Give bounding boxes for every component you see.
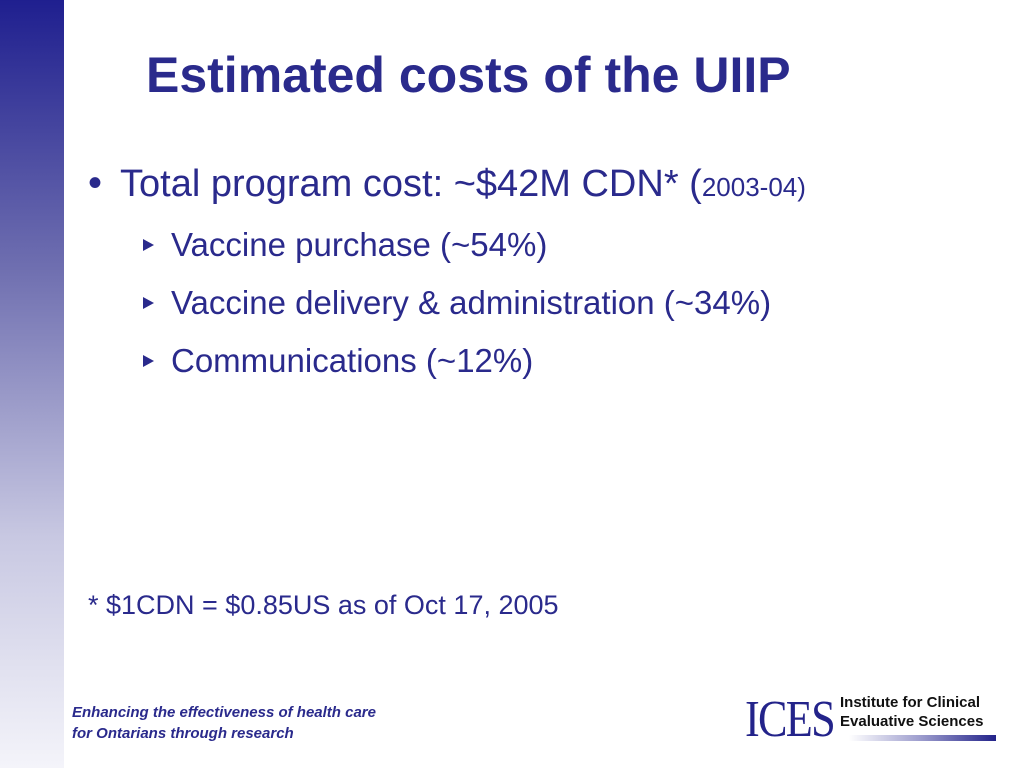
logo-text-line-1: Institute for Clinical [840,694,981,711]
triangle-bullet-icon [143,239,154,252]
bullet-dot-icon: • [88,161,103,205]
sub-bullet-vaccine-purchase: Vaccine purchase (~54%) [143,228,547,261]
main-bullet-text: Total program cost: ~$42M CDN* ( [120,163,702,205]
sub-bullet-text: Vaccine delivery & administration (~34%) [171,284,772,321]
ices-logo-text: Institute for Clinical Evaluative Scienc… [840,693,983,731]
slide-title: Estimated costs of the UIIP [146,47,791,103]
ices-logo: ICES Institute for Clinical Evaluative S… [745,690,1005,750]
main-bullet-year: 2003-04) [701,172,806,202]
currency-footnote: * $1CDN = $0.85US as of Oct 17, 2005 [88,590,559,620]
ices-logo-mark: ICES [745,691,836,748]
footer-tagline: Enhancing the effectiveness of health ca… [72,702,376,744]
logo-text-line-2: Evaluative Sciences [840,713,984,730]
main-bullet: • Total program cost: ~$42M CDN* (2003-04… [88,163,806,203]
sidebar-gradient [0,0,64,768]
sub-bullet-vaccine-delivery: Vaccine delivery & administration (~34%) [143,286,771,319]
sub-bullet-text: Communications (~12%) [171,342,534,379]
tagline-line-1: Enhancing the effectiveness of health ca… [72,704,376,721]
triangle-bullet-icon [143,355,154,368]
triangle-bullet-icon [143,297,154,310]
logo-gradient-rule [849,735,996,741]
sub-bullet-text: Vaccine purchase (~54%) [171,226,548,263]
sub-bullet-communications: Communications (~12%) [143,344,533,377]
tagline-line-2: for Ontarians through research [72,725,294,742]
